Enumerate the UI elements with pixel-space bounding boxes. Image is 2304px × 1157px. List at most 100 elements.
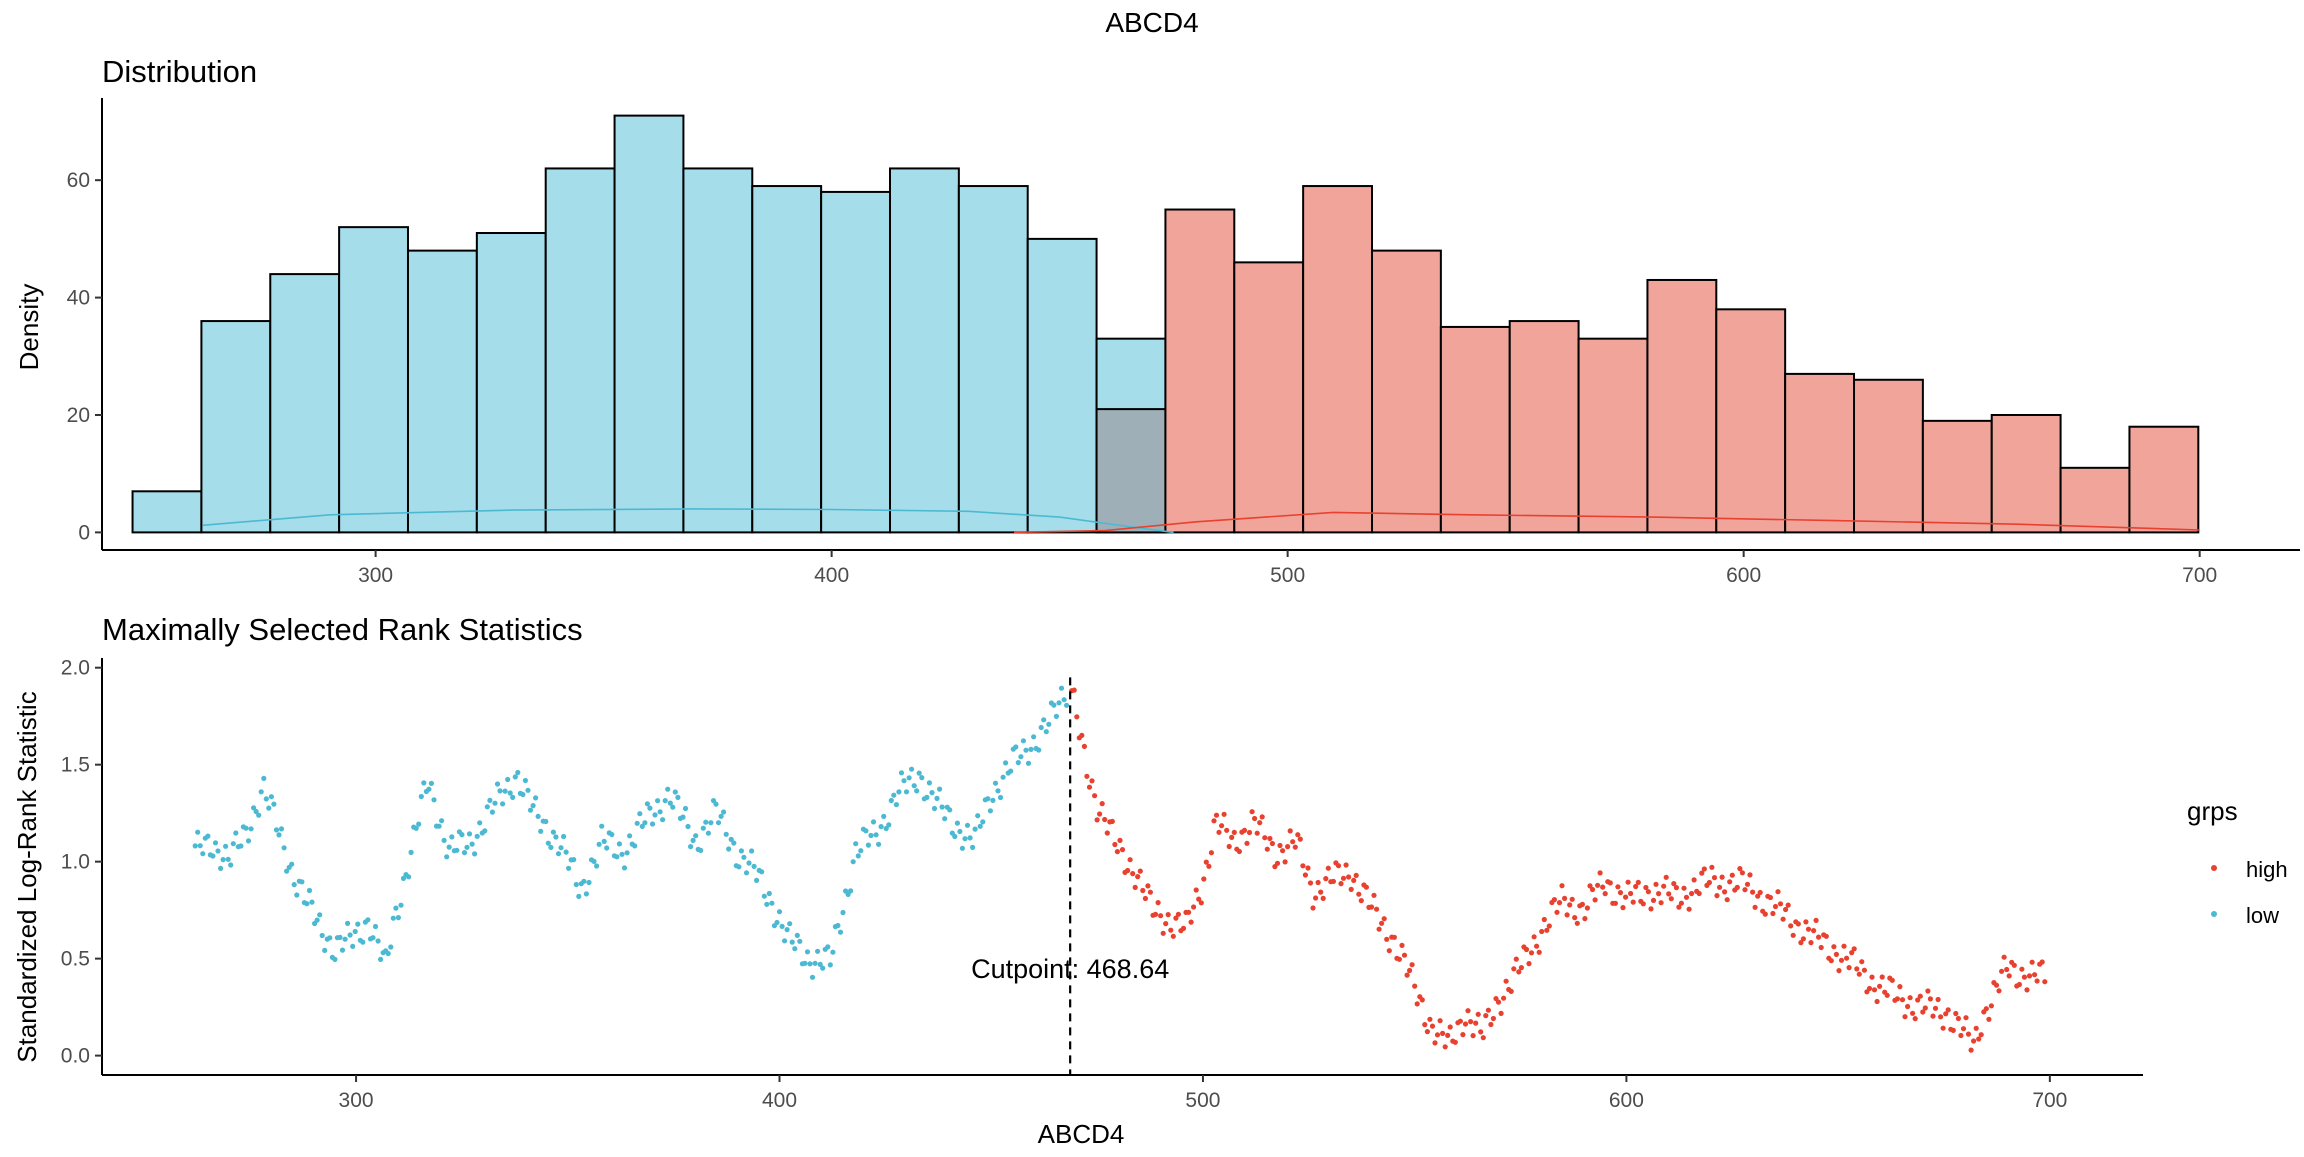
point-high — [1163, 921, 1168, 926]
point-high — [1453, 1040, 1458, 1045]
point-low — [980, 819, 985, 824]
point-high — [1072, 688, 1077, 693]
histogram-bar-low — [752, 186, 821, 532]
histogram-bar-high — [1303, 186, 1372, 532]
histogram-bar-low — [133, 491, 202, 532]
point-low — [917, 771, 922, 776]
point-high — [1628, 891, 1633, 896]
point-low — [594, 863, 599, 868]
point-high — [2042, 979, 2047, 984]
point-low — [1046, 722, 1051, 727]
point-low — [309, 900, 314, 905]
point-high — [1460, 1032, 1465, 1037]
point-low — [198, 843, 203, 848]
point-high — [1427, 1017, 1432, 1022]
point-high — [1310, 905, 1315, 910]
point-low — [213, 840, 218, 845]
point-low — [426, 787, 431, 792]
point-low — [975, 813, 980, 818]
point-high — [1788, 923, 1793, 928]
point-high — [1953, 1011, 1958, 1016]
point-high — [2012, 963, 2017, 968]
point-high — [1229, 835, 1234, 840]
point-high — [1890, 978, 1895, 983]
point-low — [340, 948, 345, 953]
point-high — [1227, 844, 1232, 849]
point-low — [1028, 747, 1033, 752]
rank-statistics-x-tick-label: 600 — [1609, 1089, 1644, 1112]
point-low — [1056, 700, 1061, 705]
point-high — [1608, 880, 1613, 885]
histogram-bar-overlap — [1097, 409, 1166, 532]
point-low — [454, 848, 459, 853]
cutpoint-label: Cutpoint: 468.64 — [971, 954, 1169, 984]
point-low — [886, 822, 891, 827]
point-high — [1176, 912, 1181, 917]
point-high — [1082, 744, 1087, 749]
point-low — [838, 930, 843, 935]
point-low — [584, 891, 589, 896]
point-low — [853, 841, 858, 846]
point-low — [282, 845, 287, 850]
rank-statistics-x-tick-label: 400 — [762, 1089, 797, 1112]
point-high — [1961, 1026, 1966, 1031]
point-low — [332, 957, 337, 962]
point-low — [604, 845, 609, 850]
point-low — [205, 834, 210, 839]
point-low — [617, 841, 622, 846]
point-low — [477, 820, 482, 825]
point-low — [957, 829, 962, 834]
point-low — [1023, 748, 1028, 753]
point-low — [744, 870, 749, 875]
point-low — [566, 866, 571, 871]
point-high — [1300, 863, 1305, 868]
point-low — [327, 935, 332, 940]
rank-statistics-y-tick-label: 2.0 — [61, 657, 90, 680]
point-low — [848, 888, 853, 893]
rank-statistics-y-tick-label: 0.0 — [61, 1045, 90, 1068]
point-high — [1590, 887, 1595, 892]
point-low — [721, 809, 726, 814]
point-high — [1110, 819, 1115, 824]
point-low — [581, 879, 586, 884]
point-high — [1458, 1019, 1463, 1024]
point-low — [475, 834, 480, 839]
point-low — [533, 795, 538, 800]
point-high — [1791, 933, 1796, 938]
point-high — [1524, 947, 1529, 952]
point-low — [1051, 703, 1056, 708]
point-low — [320, 933, 325, 938]
point-high — [2035, 978, 2040, 983]
point-high — [1280, 848, 1285, 853]
point-low — [259, 789, 264, 794]
histogram-bar-low — [959, 186, 1028, 532]
point-low — [614, 854, 619, 859]
point-low — [470, 842, 475, 847]
point-high — [2024, 987, 2029, 992]
distribution-title: Distribution — [102, 54, 257, 89]
point-high — [1941, 1026, 1946, 1031]
point-high — [1143, 896, 1148, 901]
point-high — [1819, 945, 1824, 950]
point-high — [1102, 817, 1107, 822]
point-high — [1270, 841, 1275, 846]
point-low — [825, 944, 830, 949]
point-low — [396, 915, 401, 920]
point-low — [739, 848, 744, 853]
point-high — [1720, 875, 1725, 880]
point-high — [1445, 1033, 1450, 1038]
point-high — [1290, 839, 1295, 844]
point-low — [713, 802, 718, 807]
point-low — [564, 850, 569, 855]
point-low — [249, 826, 254, 831]
point-low — [810, 975, 815, 980]
point-low — [655, 798, 660, 803]
histogram-bar-low — [201, 321, 270, 532]
point-high — [1095, 817, 1100, 822]
distribution-y-tick-label: 0 — [78, 521, 90, 544]
point-low — [1021, 738, 1026, 743]
legend-low-label: low — [2246, 903, 2279, 928]
point-low — [876, 842, 881, 847]
point-low — [304, 901, 309, 906]
point-high — [1562, 896, 1567, 901]
